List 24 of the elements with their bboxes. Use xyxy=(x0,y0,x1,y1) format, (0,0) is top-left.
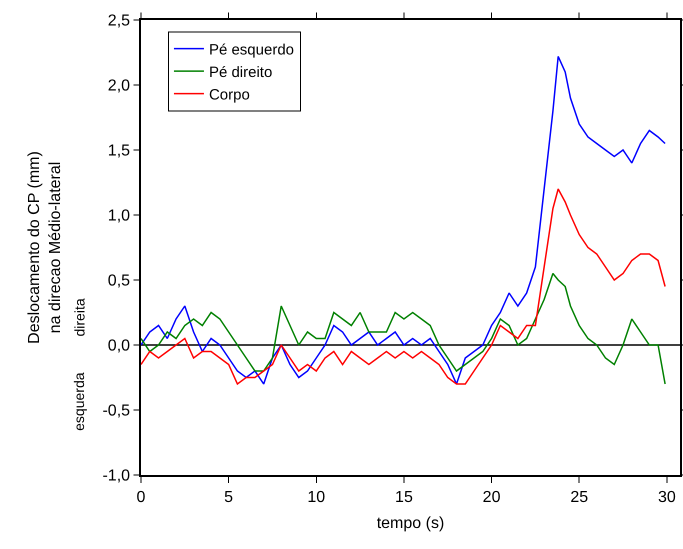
x-axis-title: tempo (s) xyxy=(376,515,444,532)
line-series xyxy=(141,272,666,385)
x-tick-label: 20 xyxy=(482,488,501,506)
line-series xyxy=(141,188,666,385)
legend-label: Pé esquerdo xyxy=(208,41,294,58)
y-tick-label: -0,5 xyxy=(102,402,130,420)
x-tick-label: 10 xyxy=(307,488,326,506)
text: direita xyxy=(72,298,88,337)
x-tick-label: 5 xyxy=(224,488,234,506)
legend-label: Pé direito xyxy=(208,64,272,81)
y-tick-label: 2,0 xyxy=(108,78,130,95)
y-tick-label: 0,5 xyxy=(108,272,130,290)
y-tick-label: 0,0 xyxy=(108,338,130,355)
x-tick-label: 25 xyxy=(570,488,588,506)
y-tick-label: 2,5 xyxy=(108,12,130,30)
text: esquerda xyxy=(71,372,88,431)
legend-label: Corpo xyxy=(208,86,250,104)
y-tick-label: 1,0 xyxy=(108,208,130,225)
x-tick-label: 30 xyxy=(658,488,676,506)
x-tick-label: 15 xyxy=(395,488,413,506)
y-axis-title: Deslocamento do CP (mm) na direcao Médio-lateral xyxy=(26,151,64,344)
y-tick-label: 1,5 xyxy=(108,142,130,160)
x-tick-label: 0 xyxy=(136,488,146,506)
y-tick-label: -1,0 xyxy=(102,468,130,485)
